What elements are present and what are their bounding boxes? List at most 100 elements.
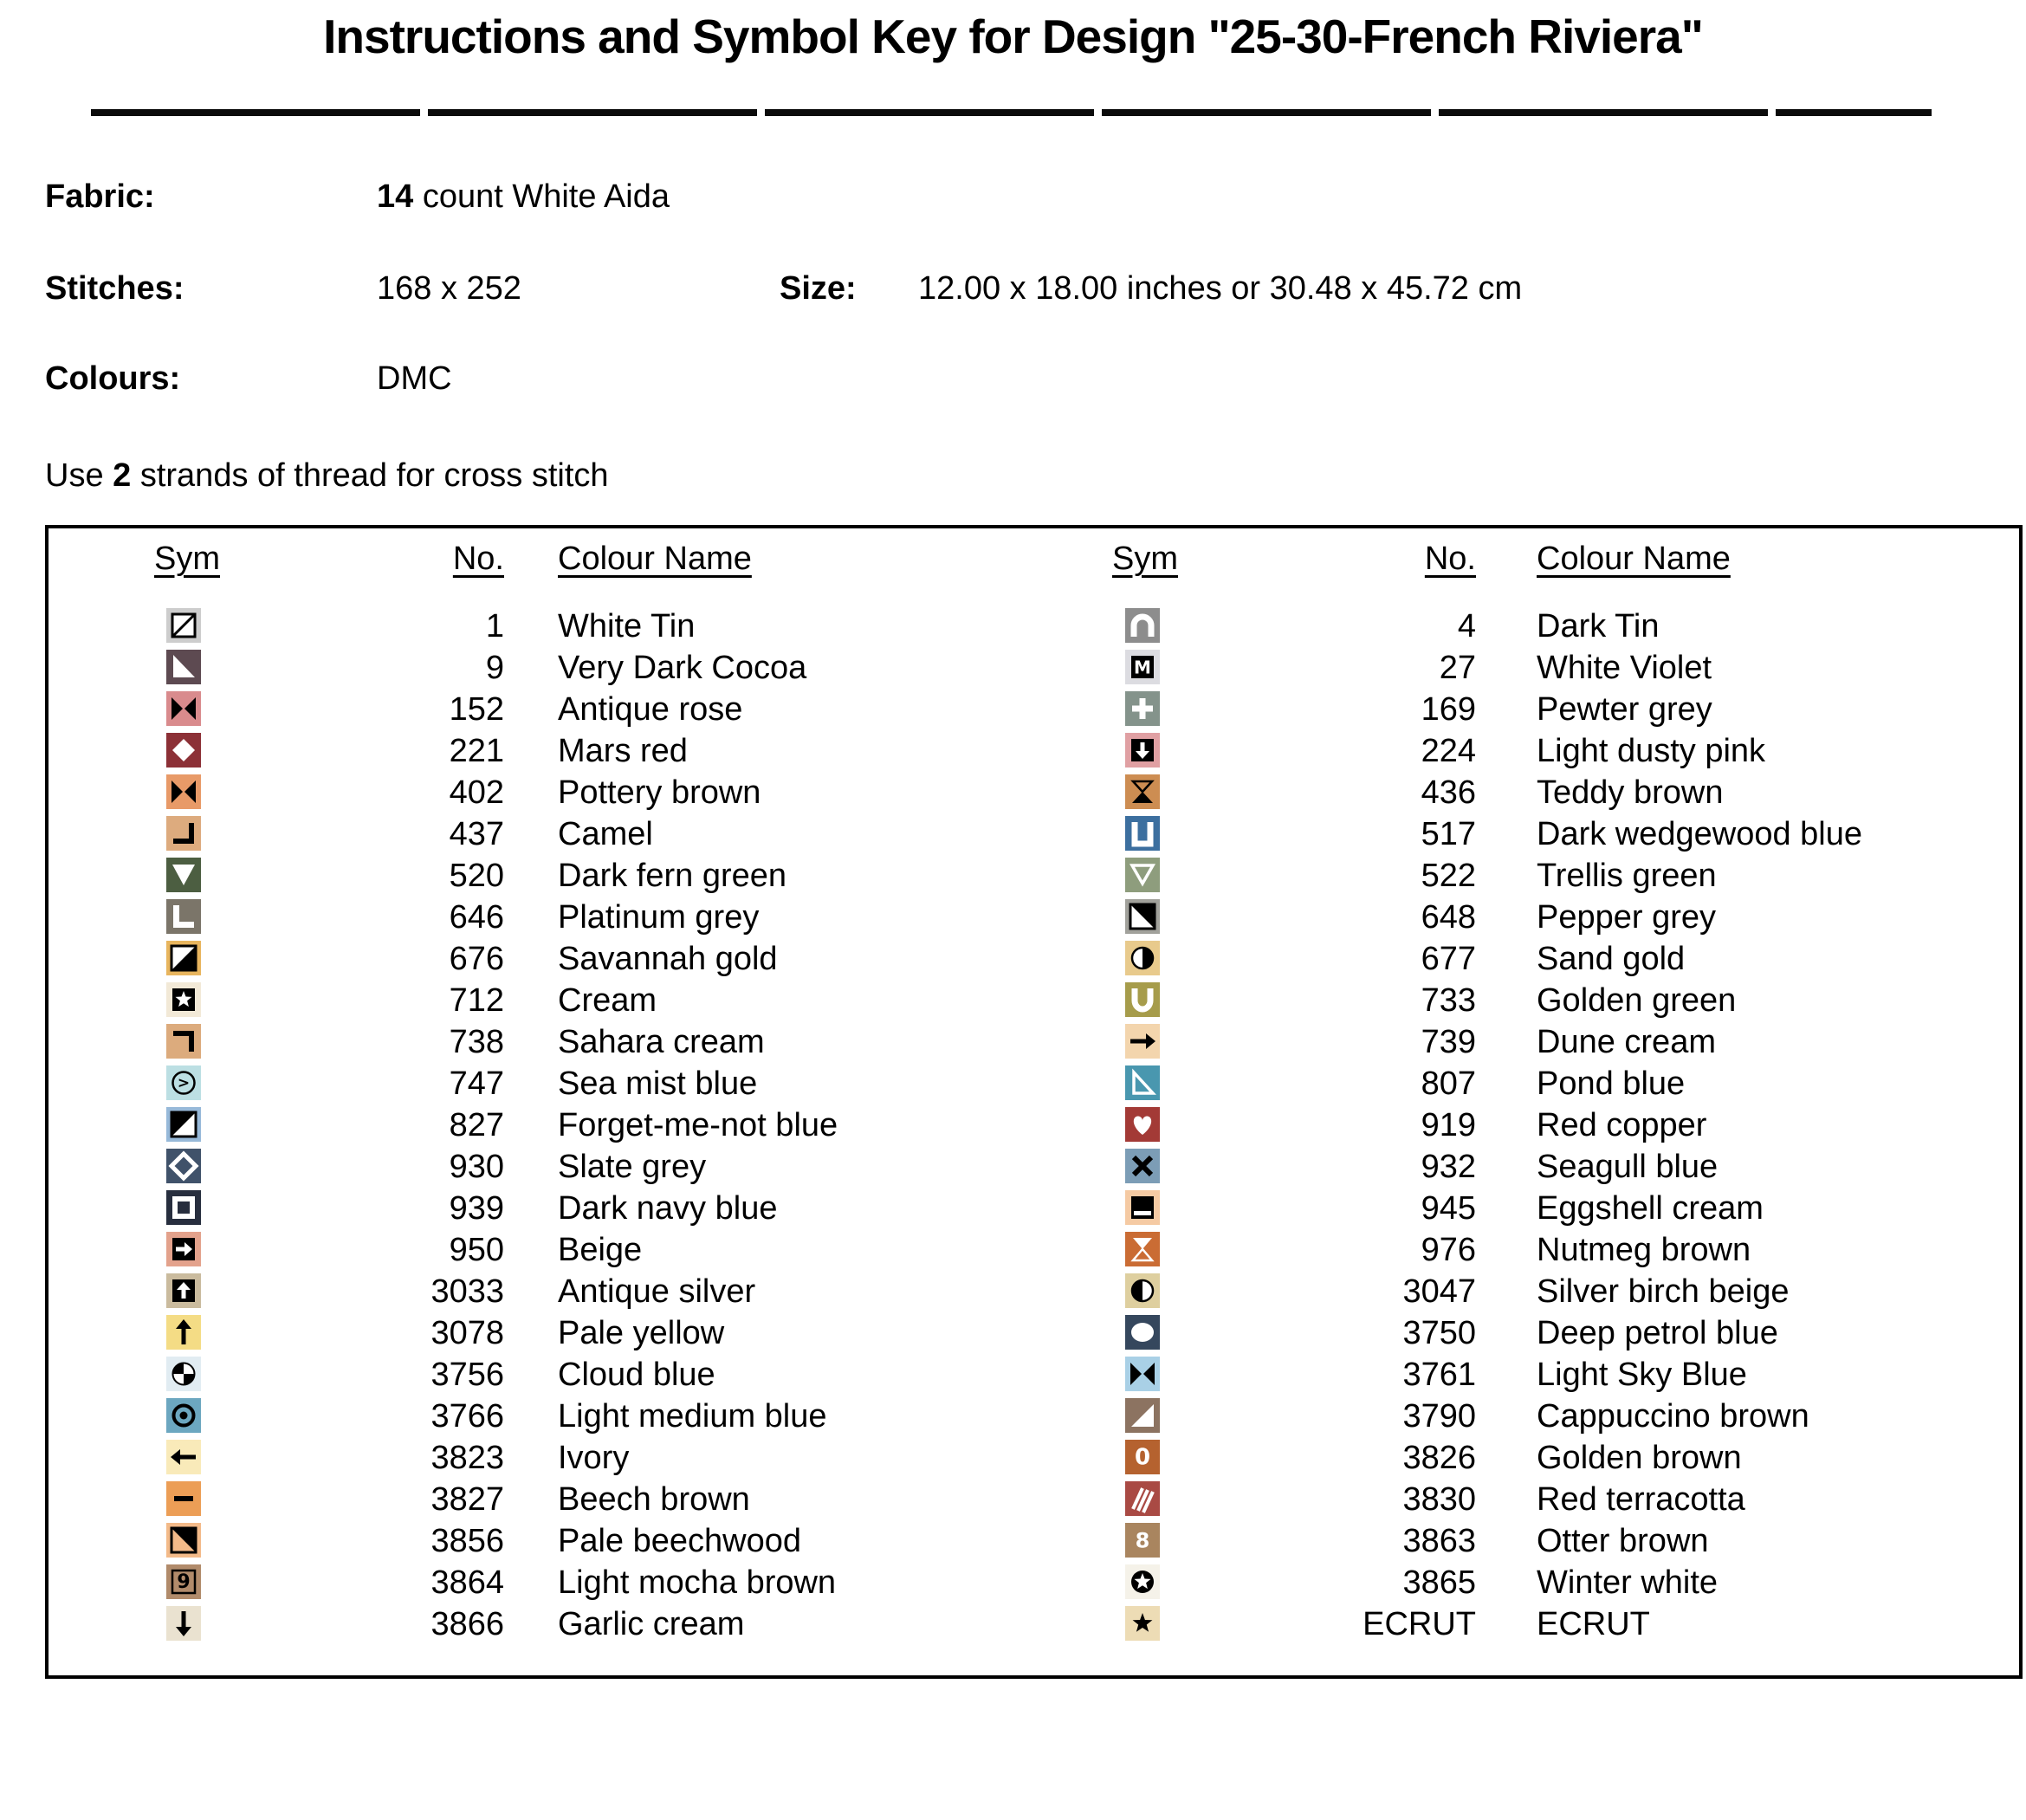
- symbol-key-table: Sym No. Colour Name Sym No. Colour Name …: [45, 525, 2023, 1679]
- colour-name: Slate grey: [558, 1149, 707, 1185]
- arrow-up-black-icon: [166, 1315, 201, 1350]
- colour-name: Cloud blue: [558, 1357, 715, 1393]
- heart-white-icon: [1125, 1107, 1160, 1142]
- dmc-number: 169: [1421, 691, 1476, 728]
- dmc-number: 3865: [1402, 1564, 1476, 1601]
- key-row: 221 Mars red 224 Light dusty pink: [49, 730, 2019, 772]
- dmc-number: 919: [1421, 1107, 1476, 1143]
- colour-name: Forget-me-not blue: [558, 1107, 838, 1143]
- arch-white-icon: [1125, 608, 1160, 643]
- arrow-right-black-icon: [1125, 1024, 1160, 1059]
- zero-white-icon: 0: [1125, 1440, 1160, 1474]
- colour-name: Light medium blue: [558, 1398, 827, 1435]
- fabric-text: count White Aida: [413, 178, 670, 215]
- arrow-down-white-on-black-icon: [1125, 733, 1160, 768]
- dmc-number: 3078: [430, 1315, 504, 1351]
- strands-prefix: Use: [45, 457, 113, 494]
- key-row: 939 Dark navy blue 945 Eggshell cream: [49, 1188, 2019, 1229]
- dmc-number: 733: [1421, 982, 1476, 1019]
- dmc-number: 3750: [1402, 1315, 1476, 1351]
- bowtie-black-icon: [166, 774, 201, 809]
- triangle-down-outline-white-icon: [1125, 858, 1160, 892]
- colour-name: Ivory: [558, 1440, 630, 1476]
- key-row: 3033 Antique silver 3047 Silver birch beige: [49, 1271, 2019, 1312]
- colour-name: Sea mist blue: [558, 1065, 758, 1102]
- star-white-on-black-icon: [166, 982, 201, 1017]
- corner-bottom-right-black-icon: [166, 816, 201, 851]
- u-square-white-icon: [1125, 816, 1160, 851]
- header-no-left: No.: [452, 541, 504, 577]
- key-row: 676 Savannah gold 677 Sand gold: [49, 938, 2019, 980]
- dmc-number: 3827: [430, 1481, 504, 1518]
- colour-name: White Violet: [1537, 650, 1712, 686]
- header-name-right: Colour Name: [1537, 541, 1731, 577]
- box-diagonal-icon: [166, 608, 201, 643]
- black-box-white-stripe-icon: [1125, 1190, 1160, 1225]
- colour-name: Pepper grey: [1537, 899, 1717, 936]
- colour-name: Camel: [558, 816, 653, 852]
- svg-text:>: >: [178, 1075, 190, 1092]
- triangle-outline-white-bl-icon: [1125, 1065, 1160, 1100]
- dmc-number: 739: [1421, 1024, 1476, 1060]
- colour-name: Teddy brown: [1537, 774, 1724, 811]
- key-row: 437 Camel 517 Dark wedgewood blue: [49, 813, 2019, 855]
- dmc-number: 9: [485, 650, 504, 686]
- dmc-number: 221: [449, 733, 504, 769]
- hourglass-black-icon: [1125, 774, 1160, 809]
- colour-name: Trellis green: [1537, 858, 1717, 894]
- colour-name: Seagull blue: [1537, 1149, 1719, 1185]
- stitches-value: 168 x 252: [377, 270, 521, 307]
- dmc-number: 827: [449, 1107, 504, 1143]
- dmc-number: 676: [449, 941, 504, 977]
- dmc-number: 807: [1421, 1065, 1476, 1102]
- dmc-number: 930: [449, 1149, 504, 1185]
- corner-top-right-black-icon: [166, 1024, 201, 1059]
- colour-name: Red terracotta: [1537, 1481, 1745, 1518]
- colour-name: Deep petrol blue: [1537, 1315, 1778, 1351]
- header-name-left: Colour Name: [558, 541, 752, 577]
- colour-name: Sand gold: [1537, 941, 1686, 977]
- triangle-down-white-icon: [166, 858, 201, 892]
- star-black-icon: [1125, 1606, 1160, 1641]
- key-row: 712 Cream 733 Golden green: [49, 980, 2019, 1021]
- dmc-number: ECRUT: [1363, 1606, 1476, 1642]
- colour-name: Beige: [558, 1232, 643, 1268]
- circle-dot-icon: [166, 1398, 201, 1433]
- dmc-number: 1: [485, 608, 504, 644]
- diamond-outline-white-icon: [166, 1149, 201, 1183]
- box-triangle-tr-black-icon: [166, 1523, 201, 1558]
- dmc-number: 3823: [430, 1440, 504, 1476]
- dmc-number: 648: [1421, 899, 1476, 936]
- colour-name: Otter brown: [1537, 1523, 1709, 1559]
- dmc-number: 224: [1421, 733, 1476, 769]
- colour-name: Pottery brown: [558, 774, 761, 811]
- colour-name: Pale beechwood: [558, 1523, 801, 1559]
- triangle-br-white-icon: [1125, 1398, 1160, 1433]
- colour-name: Savannah gold: [558, 941, 778, 977]
- square-outline-white-icon: [166, 1190, 201, 1225]
- colour-name: Pale yellow: [558, 1315, 725, 1351]
- dmc-number: 3033: [430, 1273, 504, 1310]
- dmc-number: 3790: [1402, 1398, 1476, 1435]
- svg-text:8: 8: [1136, 1529, 1150, 1553]
- key-rows: 1 White Tin 4 Dark Tin 9 Very Dark Cocoa M 27 Wh…: [49, 606, 2019, 1645]
- key-row: 402 Pottery brown 436 Teddy brown: [49, 772, 2019, 813]
- colour-name: Red copper: [1537, 1107, 1707, 1143]
- key-row: 950 Beige 976 Nutmeg brown: [49, 1229, 2019, 1271]
- colour-name: Pewter grey: [1537, 691, 1712, 728]
- dmc-number: 520: [449, 858, 504, 894]
- key-row: 646 Platinum grey 648 Pepper grey: [49, 897, 2019, 938]
- dmc-number: 4: [1457, 608, 1476, 644]
- header-no-right: No.: [1424, 541, 1476, 577]
- key-row: 827 Forget-me-not blue 919 Red copper: [49, 1104, 2019, 1146]
- dmc-number: 27: [1439, 650, 1476, 686]
- colour-name: Dark navy blue: [558, 1190, 778, 1227]
- circle-half-left-black-icon: [1125, 1273, 1160, 1308]
- key-row: >747 Sea mist blue 807 Pond blue: [49, 1063, 2019, 1104]
- colour-name: Beech brown: [558, 1481, 750, 1518]
- colour-name: Antique silver: [558, 1273, 756, 1310]
- colours-label: Colours:: [45, 360, 181, 397]
- arrow-up-white-on-black-icon: [166, 1273, 201, 1308]
- key-row: 1 White Tin 4 Dark Tin: [49, 606, 2019, 647]
